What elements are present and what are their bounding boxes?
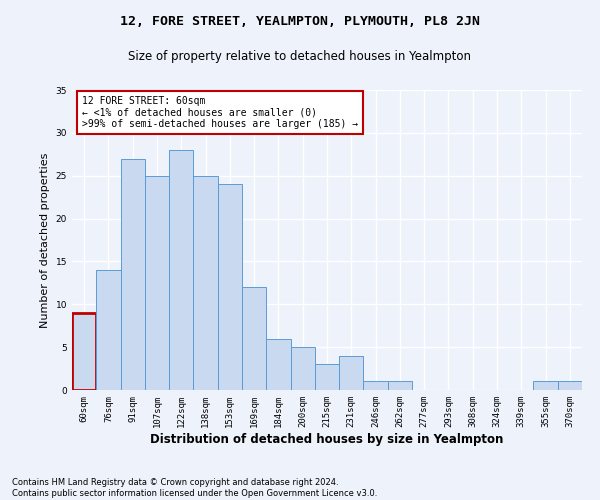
Bar	[242, 287, 266, 390]
Bar	[72, 313, 96, 390]
Bar	[145, 176, 169, 390]
Text: 12, FORE STREET, YEALMPTON, PLYMOUTH, PL8 2JN: 12, FORE STREET, YEALMPTON, PLYMOUTH, PL…	[120, 15, 480, 28]
Y-axis label: Number of detached properties: Number of detached properties	[40, 152, 50, 328]
Bar	[193, 176, 218, 390]
Bar	[364, 382, 388, 390]
Bar	[121, 158, 145, 390]
Text: Contains HM Land Registry data © Crown copyright and database right 2024.
Contai: Contains HM Land Registry data © Crown c…	[12, 478, 377, 498]
Bar	[290, 347, 315, 390]
Bar	[266, 338, 290, 390]
Bar	[218, 184, 242, 390]
Bar	[96, 270, 121, 390]
Bar	[169, 150, 193, 390]
Bar	[315, 364, 339, 390]
Bar	[558, 382, 582, 390]
Bar	[388, 382, 412, 390]
Bar	[339, 356, 364, 390]
Text: Size of property relative to detached houses in Yealmpton: Size of property relative to detached ho…	[128, 50, 472, 63]
Bar	[533, 382, 558, 390]
X-axis label: Distribution of detached houses by size in Yealmpton: Distribution of detached houses by size …	[151, 432, 503, 446]
Text: 12 FORE STREET: 60sqm
← <1% of detached houses are smaller (0)
>99% of semi-deta: 12 FORE STREET: 60sqm ← <1% of detached …	[82, 96, 358, 129]
